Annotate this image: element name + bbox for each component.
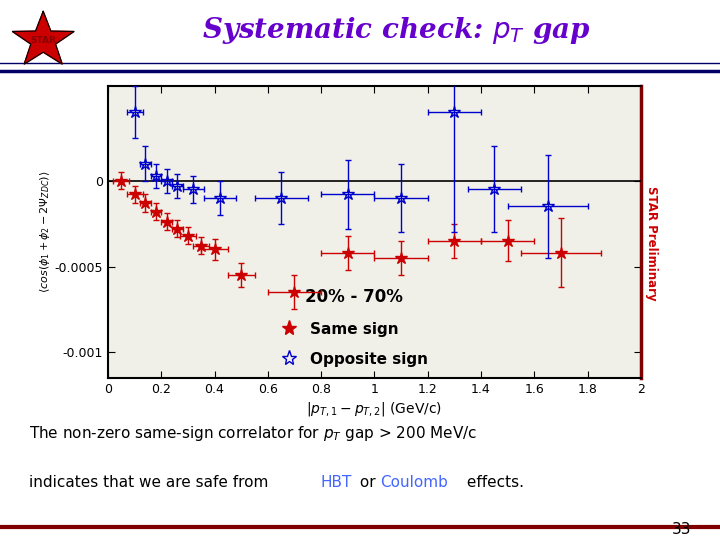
Text: 20% - 70%: 20% - 70% — [305, 288, 403, 306]
Text: STAR Preliminary: STAR Preliminary — [645, 186, 658, 300]
Text: Systematic check: $p_T$ gap: Systematic check: $p_T$ gap — [202, 15, 590, 46]
Text: Coulomb: Coulomb — [380, 475, 448, 490]
Text: The non-zero same-sign correlator for $p_T$ gap > 200 MeV/c: The non-zero same-sign correlator for $p… — [29, 424, 477, 443]
Text: indicates that we are safe from: indicates that we are safe from — [29, 475, 273, 490]
Y-axis label: $\langle cos(\phi_1 + \phi_2 - 2\Psi_{ZDC}) \rangle$: $\langle cos(\phi_1 + \phi_2 - 2\Psi_{ZD… — [38, 171, 52, 294]
Text: Same sign: Same sign — [310, 322, 399, 338]
Text: 33: 33 — [672, 522, 691, 537]
Text: or: or — [355, 475, 380, 490]
Text: Opposite sign: Opposite sign — [310, 352, 428, 367]
X-axis label: $|p_{T,1} - p_{T,2}|$ (GeV/c): $|p_{T,1} - p_{T,2}|$ (GeV/c) — [307, 400, 442, 418]
Text: STAR: STAR — [30, 36, 56, 45]
Text: effects.: effects. — [462, 475, 524, 490]
Polygon shape — [12, 11, 74, 64]
Text: HBT: HBT — [320, 475, 352, 490]
